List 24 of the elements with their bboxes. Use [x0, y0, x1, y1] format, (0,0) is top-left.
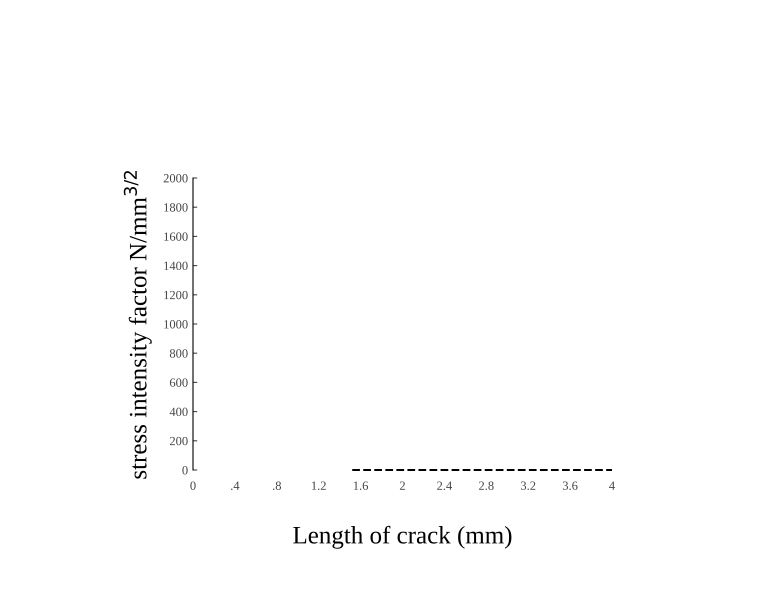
y-tick-label: 600	[170, 378, 188, 387]
x-tick-label: 2	[400, 482, 405, 490]
x-tick-label: 0	[190, 481, 196, 490]
y-tick-label: 1400	[164, 262, 188, 270]
y-tick-label: 1600	[164, 232, 188, 241]
x-tick-label: 4	[609, 482, 615, 490]
x-axis-title: Length of crack (mm)	[293, 526, 512, 549]
x-tick-label: 3.2	[520, 482, 536, 490]
y-tick-label: 1000	[164, 320, 188, 328]
y-tick-label: 1800	[164, 203, 188, 212]
x-tick-label: .4	[231, 482, 240, 490]
x-tick-label: 3.6	[562, 482, 578, 490]
x-tick-label: 1.6	[354, 482, 368, 490]
x-tick-label: 2.4	[437, 482, 452, 490]
y-tick-label: 200	[170, 436, 188, 446]
y-tick-label: 0	[182, 466, 188, 474]
x-tick-label: 1.2	[312, 482, 326, 490]
y-axis-title: stress intensity factor N/mm$^{3/2}$	[124, 171, 152, 479]
x-tick-label: .8	[272, 481, 282, 490]
y-tick-label: 2000	[164, 174, 188, 182]
y-tick-label: 800	[170, 349, 188, 358]
y-tick-label: 1200	[164, 290, 188, 300]
y-tick-label: 400	[170, 408, 188, 416]
x-tick-label: 2.8	[479, 481, 494, 490]
